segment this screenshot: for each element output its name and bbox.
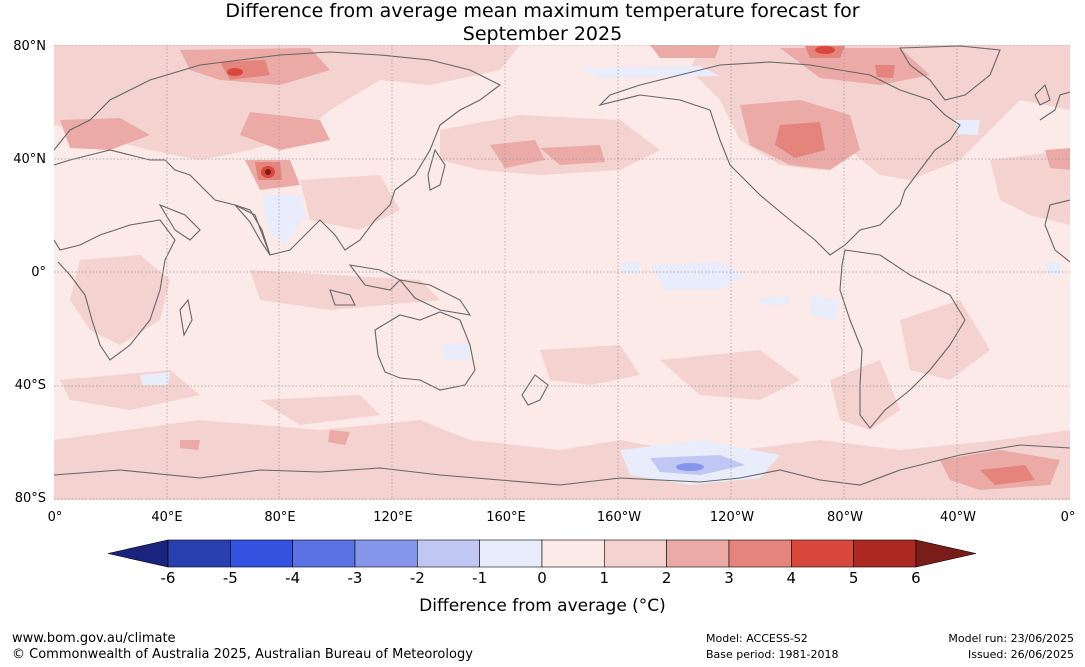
footer-website: www.bom.gov.au/climate <box>12 631 176 646</box>
lon-label-120e: 120°E <box>373 510 413 525</box>
colorbar <box>107 539 977 568</box>
colorbar-tick: -1 <box>472 569 488 587</box>
anomaly-above-6-spot <box>265 169 271 175</box>
colorbar-bin <box>728 539 792 568</box>
colorbar-bin <box>354 539 418 568</box>
colorbar-bin <box>541 539 605 568</box>
colorbar-bin <box>479 539 543 568</box>
lon-label-40w: 40°W <box>940 510 976 525</box>
lon-label-120w: 120°W <box>709 510 755 525</box>
anomaly-3-4-regions <box>220 46 1035 485</box>
colorbar-bin <box>292 539 356 568</box>
colorbar-tick: 2 <box>661 569 672 587</box>
colorbar-tick: -5 <box>222 569 238 587</box>
colorbar-bin <box>167 539 231 568</box>
colorbar-tick: 1 <box>599 569 610 587</box>
lon-label-160w: 160°W <box>596 510 642 525</box>
map-title: Difference from average mean maximum tem… <box>0 0 1085 46</box>
colorbar-tick: 6 <box>911 569 921 587</box>
footer-copyright: © Commonwealth of Australia 2025, Austra… <box>12 647 473 662</box>
title-line-1: Difference from average mean maximum tem… <box>225 0 860 22</box>
colorbar-bin <box>790 539 854 568</box>
lat-label-0: 0° <box>31 265 46 280</box>
colorbar-tick: -6 <box>160 569 176 587</box>
colorbar-tick: 5 <box>848 569 859 587</box>
lon-label-0-right: 0° <box>1060 510 1076 525</box>
lat-label-80n: 80°N <box>13 39 46 54</box>
footer-base-period: Base period: 1981-2018 <box>706 648 839 661</box>
graticule <box>54 45 1070 500</box>
anomaly-4-5-regions <box>227 46 835 178</box>
footer-model-run: Model run: 23/06/2025 <box>948 632 1074 645</box>
lat-label-80s: 80°S <box>14 491 46 506</box>
colorbar-tick: 0 <box>537 569 547 587</box>
colorbar-tick: -2 <box>409 569 425 587</box>
colorbar-tick: 3 <box>724 569 734 587</box>
footer-model: Model: ACCESS-S2 <box>706 632 808 645</box>
anomaly-minus2-minus3-region <box>676 463 704 471</box>
colorbar-bin <box>853 539 917 568</box>
lat-label-40s: 40°S <box>14 378 46 393</box>
anomaly-1-2-regions <box>54 45 1070 500</box>
colorbar-extend-high <box>915 539 977 568</box>
colorbar-extend-low <box>107 539 169 568</box>
lon-label-80w: 80°W <box>827 510 863 525</box>
colorbar-tick: 4 <box>786 569 797 587</box>
lon-label-80e: 80°E <box>264 510 296 525</box>
lon-label-40e: 40°E <box>151 510 183 525</box>
colorbar-bin <box>604 539 667 568</box>
title-line-2: September 2025 <box>462 23 623 45</box>
colorbar-tick: -4 <box>285 569 301 587</box>
map-area <box>54 45 1070 500</box>
colorbar-tick: -3 <box>347 569 363 587</box>
colorbar-label: Difference from average (°C) <box>419 596 666 616</box>
coastlines <box>54 45 1070 486</box>
lon-label-160e: 160°E <box>486 510 526 525</box>
colorbar-bin <box>666 539 730 568</box>
lon-label-0-left: 0° <box>47 510 63 525</box>
colorbar-bin <box>417 539 480 568</box>
lat-label-40n: 40°N <box>13 152 46 167</box>
footer-issued: Issued: 26/06/2025 <box>967 648 1074 661</box>
colorbar-bin <box>230 539 293 568</box>
